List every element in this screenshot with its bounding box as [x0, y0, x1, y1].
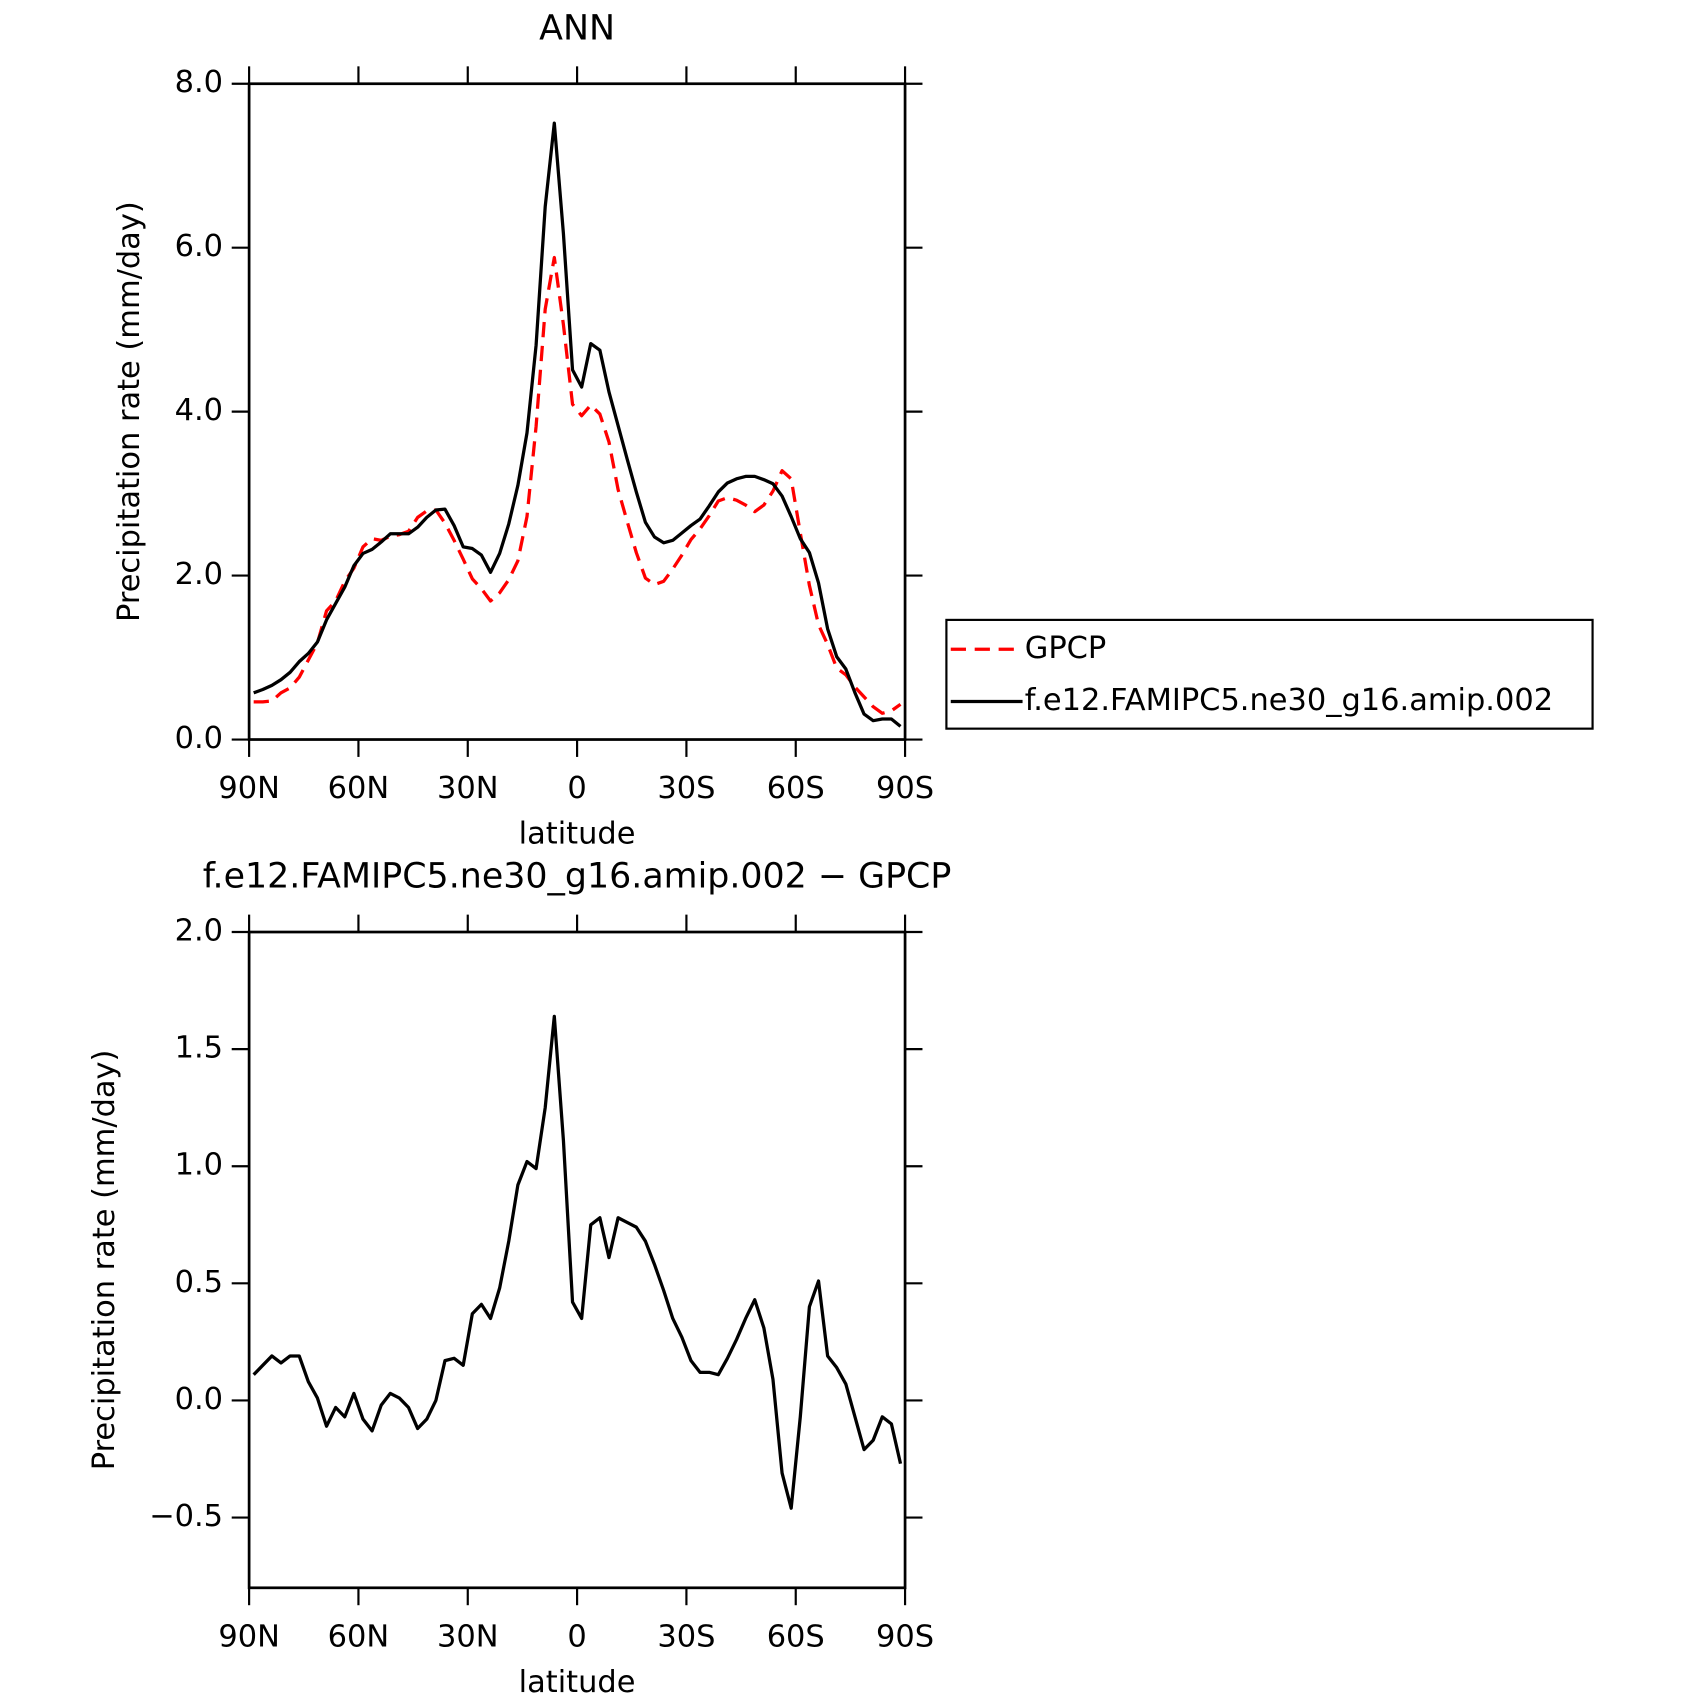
x-tick-label: 60S [767, 1619, 825, 1654]
y-tick-label: 4.0 [175, 393, 223, 428]
x-axis-label: latitude [519, 1665, 636, 1700]
y-tick-label: 8.0 [175, 65, 223, 100]
y-axis-label: Precipitation rate (mm/day) [112, 201, 147, 622]
y-tick-label: −0.5 [149, 1499, 223, 1534]
x-tick-label: 90S [876, 1619, 934, 1654]
y-tick-label: 6.0 [175, 229, 223, 264]
y-axis-label: Precipitation rate (mm/day) [87, 1050, 122, 1471]
y-tick-label: 0.0 [175, 1382, 223, 1417]
data-line [253, 121, 902, 728]
x-tick-label: 90N [218, 1619, 280, 1654]
legend-box [945, 618, 1594, 730]
plot-frame [247, 930, 907, 1590]
y-tick-label: 0.0 [175, 721, 223, 756]
y-tick-label: 2.0 [175, 914, 223, 949]
x-tick-label: 90N [218, 771, 280, 806]
x-tick-label: 30S [657, 771, 715, 806]
legend-label: GPCP [1025, 631, 1107, 666]
x-axis-label: latitude [519, 817, 636, 852]
plot-frame [247, 82, 907, 741]
data-line [253, 255, 902, 715]
legend-label: f.e12.FAMIPC5.ne30_g16.amip.002 [1025, 683, 1553, 718]
y-tick-label: 0.5 [175, 1265, 223, 1300]
x-tick-label: 90S [876, 771, 934, 806]
x-tick-label: 60S [767, 771, 825, 806]
x-tick-label: 30N [437, 1619, 499, 1654]
x-tick-label: 0 [567, 1619, 586, 1654]
x-tick-label: 60N [328, 771, 390, 806]
x-tick-label: 0 [567, 771, 586, 806]
data-line [252, 1014, 903, 1510]
chart-title: f.e12.FAMIPC5.ne30_g16.amip.002 − GPCP [203, 857, 952, 897]
y-tick-label: 1.0 [175, 1148, 223, 1183]
x-tick-label: 30S [657, 1619, 715, 1654]
x-tick-label: 60N [328, 1619, 390, 1654]
x-tick-label: 30N [437, 771, 499, 806]
chart-title: ANN [539, 8, 615, 48]
y-tick-label: 2.0 [175, 557, 223, 592]
y-tick-label: 1.5 [175, 1031, 223, 1066]
